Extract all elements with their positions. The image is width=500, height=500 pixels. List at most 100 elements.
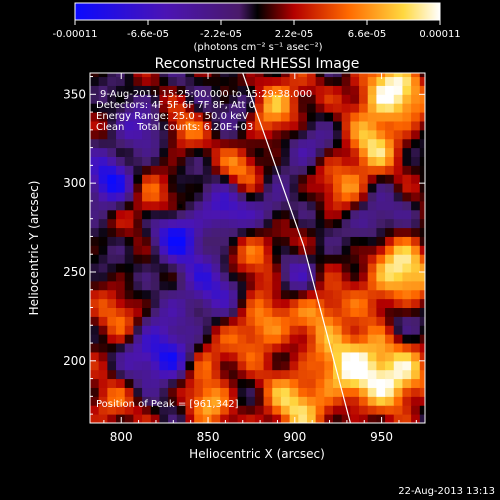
heatmap-cell [280,280,291,291]
heatmap-cell [306,289,317,300]
heatmap-cell [315,103,325,113]
heatmap-cell [376,138,386,149]
heatmap-cell [411,76,421,86]
heatmap-cell [359,85,369,95]
heatmap-cell [367,103,377,113]
heatmap-cell [228,112,239,122]
heatmap-cell [298,387,308,397]
heatmap-cell [168,396,178,406]
heatmap-cell [194,183,204,193]
heatmap-cell [142,325,152,335]
heatmap-cell [272,343,282,353]
heatmap-cell [150,378,160,388]
heatmap-cell [185,209,195,220]
heatmap-cell [133,254,143,264]
heatmap-cell [246,307,256,317]
heatmap-cell [324,227,334,237]
heatmap-cell [211,129,221,140]
heatmap-cell [419,174,425,184]
heatmap-cell [272,183,282,193]
heatmap-cell [220,280,230,291]
heatmap-cell [228,414,239,423]
heatmap-cell [107,236,117,246]
heatmap-cell [263,120,273,131]
heatmap-cell [211,325,221,335]
heatmap-cell [419,218,425,229]
heatmap-cell [133,396,143,406]
heatmap-cell [176,174,186,184]
heatmap-cell [385,334,395,344]
heatmap-cell [246,405,256,415]
heatmap-cell [411,325,421,335]
heatmap-cell [211,147,221,157]
heatmap-cell [341,138,351,149]
heatmap-cell [289,298,299,309]
heatmap-cell [289,334,299,344]
heatmap-cell [254,325,265,335]
heatmap-cell [324,334,334,344]
heatmap-cell [220,73,230,78]
heatmap-cell [376,369,386,380]
heatmap-cell [90,245,100,255]
heatmap-cell [254,85,265,95]
heatmap-cell [272,209,282,220]
heatmap-cell [367,192,377,202]
heatmap-cell [306,209,317,220]
heatmap-cell [176,351,186,362]
heatmap-cell [350,387,360,397]
heatmap-cell [402,254,412,264]
heatmap-cell [124,103,134,113]
heatmap-cell [90,112,100,122]
heatmap-cell [220,343,230,353]
heatmap-cell [393,112,403,122]
heatmap-cell [341,298,351,309]
heatmap-cell [107,200,117,211]
heatmap-cell [341,147,351,157]
heatmap-cell [315,298,325,309]
heatmap-cell [393,94,403,104]
heatmap-cell [107,271,117,282]
heatmap-cell [246,271,256,282]
heatmap-cell [220,129,230,140]
heatmap-cell [376,245,386,255]
heatmap-cell [393,200,403,211]
heatmap-cell [298,316,308,326]
heatmap-cell [150,129,160,140]
heatmap-cell [202,263,212,273]
heatmap-cell [402,200,412,211]
heatmap-cell [350,165,360,175]
heatmap-cell [263,227,273,237]
heatmap-cell [341,73,351,78]
heatmap-cell [393,405,403,415]
heatmap-cell [228,103,239,113]
heatmap-cell [385,414,395,423]
heatmap-cell [315,218,325,229]
heatmap-cell [315,414,325,423]
heatmap-cell [411,245,421,255]
heatmap-cell [159,387,169,397]
heatmap-cell [133,209,143,220]
heatmap-cell [341,183,351,193]
heatmap-cell [315,369,325,380]
heatmap-cell [124,147,134,157]
heatmap-cell [168,280,178,291]
heatmap-cell [107,263,117,273]
heatmap-cell [246,414,256,423]
heatmap-cell [202,316,212,326]
colorbar-tick-label: -2.2e-05 [200,29,242,40]
heatmap-cell [298,85,308,95]
heatmap-cell [254,209,265,220]
heatmap-cell [367,174,377,184]
heatmap-cell [324,85,334,95]
heatmap-cell [246,254,256,264]
heatmap-cell [280,174,291,184]
heatmap-cell [246,156,256,166]
heatmap-cell [133,227,143,237]
heatmap-cell [289,307,299,317]
heatmap-cell [246,343,256,353]
heatmap-cell [142,414,152,423]
heatmap-cell [289,112,299,122]
heatmap-cell [272,396,282,406]
heatmap-cell [98,405,108,415]
heatmap-cell [168,192,178,202]
